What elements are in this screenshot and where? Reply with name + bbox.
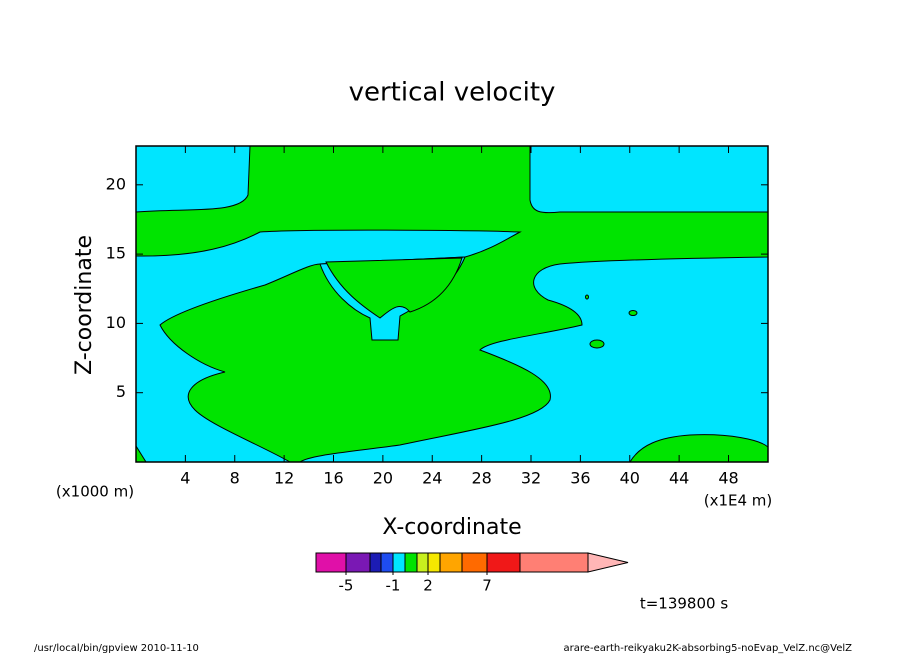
- contour-region: [589, 339, 605, 349]
- colorbar-swatch: [439, 552, 463, 573]
- x-tick-label: 16: [323, 469, 343, 488]
- x-tick-label: 8: [230, 469, 240, 488]
- colorbar-tick-label: -1: [386, 577, 401, 595]
- colorbar-tick-label: -5: [339, 577, 354, 595]
- contour-field: [135, 145, 769, 463]
- contour-region: [628, 310, 638, 316]
- x-axis-label: X-coordinate: [382, 515, 521, 540]
- colorbar-swatch: [369, 552, 382, 573]
- colorbar-swatch: [404, 552, 418, 573]
- colorbar-swatch: [461, 552, 488, 573]
- x-unit-label: (x1E4 m): [704, 492, 773, 510]
- x-tick-label: 48: [718, 469, 738, 488]
- x-tick-label: 44: [669, 469, 689, 488]
- colorbar-swatch: [416, 552, 429, 573]
- x-tick-label: 20: [373, 469, 393, 488]
- colorbar-swatch: [519, 552, 589, 573]
- contour-region: [135, 145, 769, 463]
- colorbar-swatch: [427, 552, 441, 573]
- chart-title: vertical velocity: [349, 78, 556, 108]
- colorbar-extension: [587, 552, 629, 573]
- x-tick-label: 24: [422, 469, 442, 488]
- colorbar-swatch: [345, 552, 371, 573]
- footer-left: /usr/local/bin/gpview 2010-11-10: [34, 643, 199, 654]
- colorbar-swatch: [486, 552, 521, 573]
- colorbar-swatch: [315, 552, 347, 573]
- colorbar-swatch: [380, 552, 394, 573]
- footer-right: arare-earth-reikyaku2K-absorbing5-noEvap…: [564, 643, 853, 654]
- contour-region: [585, 294, 589, 300]
- x-tick-label: 40: [620, 469, 640, 488]
- annotation: t=139800 s: [640, 595, 728, 613]
- contour-region: [629, 434, 769, 463]
- y-unit-label: (x1000 m): [56, 483, 134, 501]
- colorbar-tick-label: 7: [482, 577, 492, 595]
- colorbar: -5 -1 2 7: [315, 552, 629, 595]
- y-tick-label: 15: [106, 244, 126, 263]
- y-tick-label: 20: [106, 174, 126, 193]
- y-axis-label: Z-coordinate: [72, 235, 97, 375]
- contour-region: [325, 257, 463, 319]
- x-tick-label: 4: [180, 469, 190, 488]
- colorbar-swatch: [392, 552, 406, 573]
- x-tick-label: 36: [570, 469, 590, 488]
- x-tick-label: 12: [274, 469, 294, 488]
- y-tick-label: 10: [106, 313, 126, 332]
- colorbar-tick-label: 2: [423, 577, 433, 595]
- x-tick-label: 32: [521, 469, 541, 488]
- x-tick-label: 28: [471, 469, 491, 488]
- y-tick-label: 5: [116, 382, 126, 401]
- plot-frame: [135, 145, 769, 463]
